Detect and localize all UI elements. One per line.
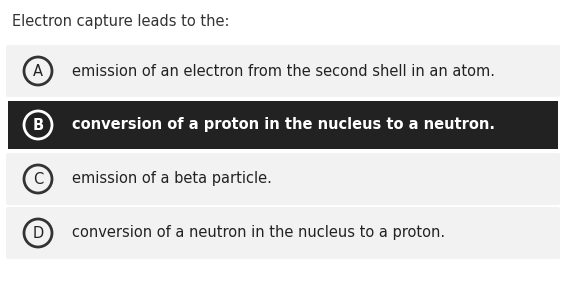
FancyBboxPatch shape — [6, 153, 560, 205]
Text: D: D — [32, 226, 44, 240]
FancyBboxPatch shape — [6, 45, 560, 97]
Text: emission of an electron from the second shell in an atom.: emission of an electron from the second … — [72, 63, 495, 79]
Text: C: C — [33, 171, 43, 187]
FancyBboxPatch shape — [6, 207, 560, 259]
Bar — [8, 101, 558, 149]
Text: conversion of a proton in the nucleus to a neutron.: conversion of a proton in the nucleus to… — [72, 118, 495, 132]
Text: A: A — [33, 63, 43, 79]
Text: conversion of a neutron in the nucleus to a proton.: conversion of a neutron in the nucleus t… — [72, 226, 445, 240]
Text: B: B — [32, 118, 44, 132]
Text: Electron capture leads to the:: Electron capture leads to the: — [12, 14, 229, 29]
Text: emission of a beta particle.: emission of a beta particle. — [72, 171, 272, 187]
